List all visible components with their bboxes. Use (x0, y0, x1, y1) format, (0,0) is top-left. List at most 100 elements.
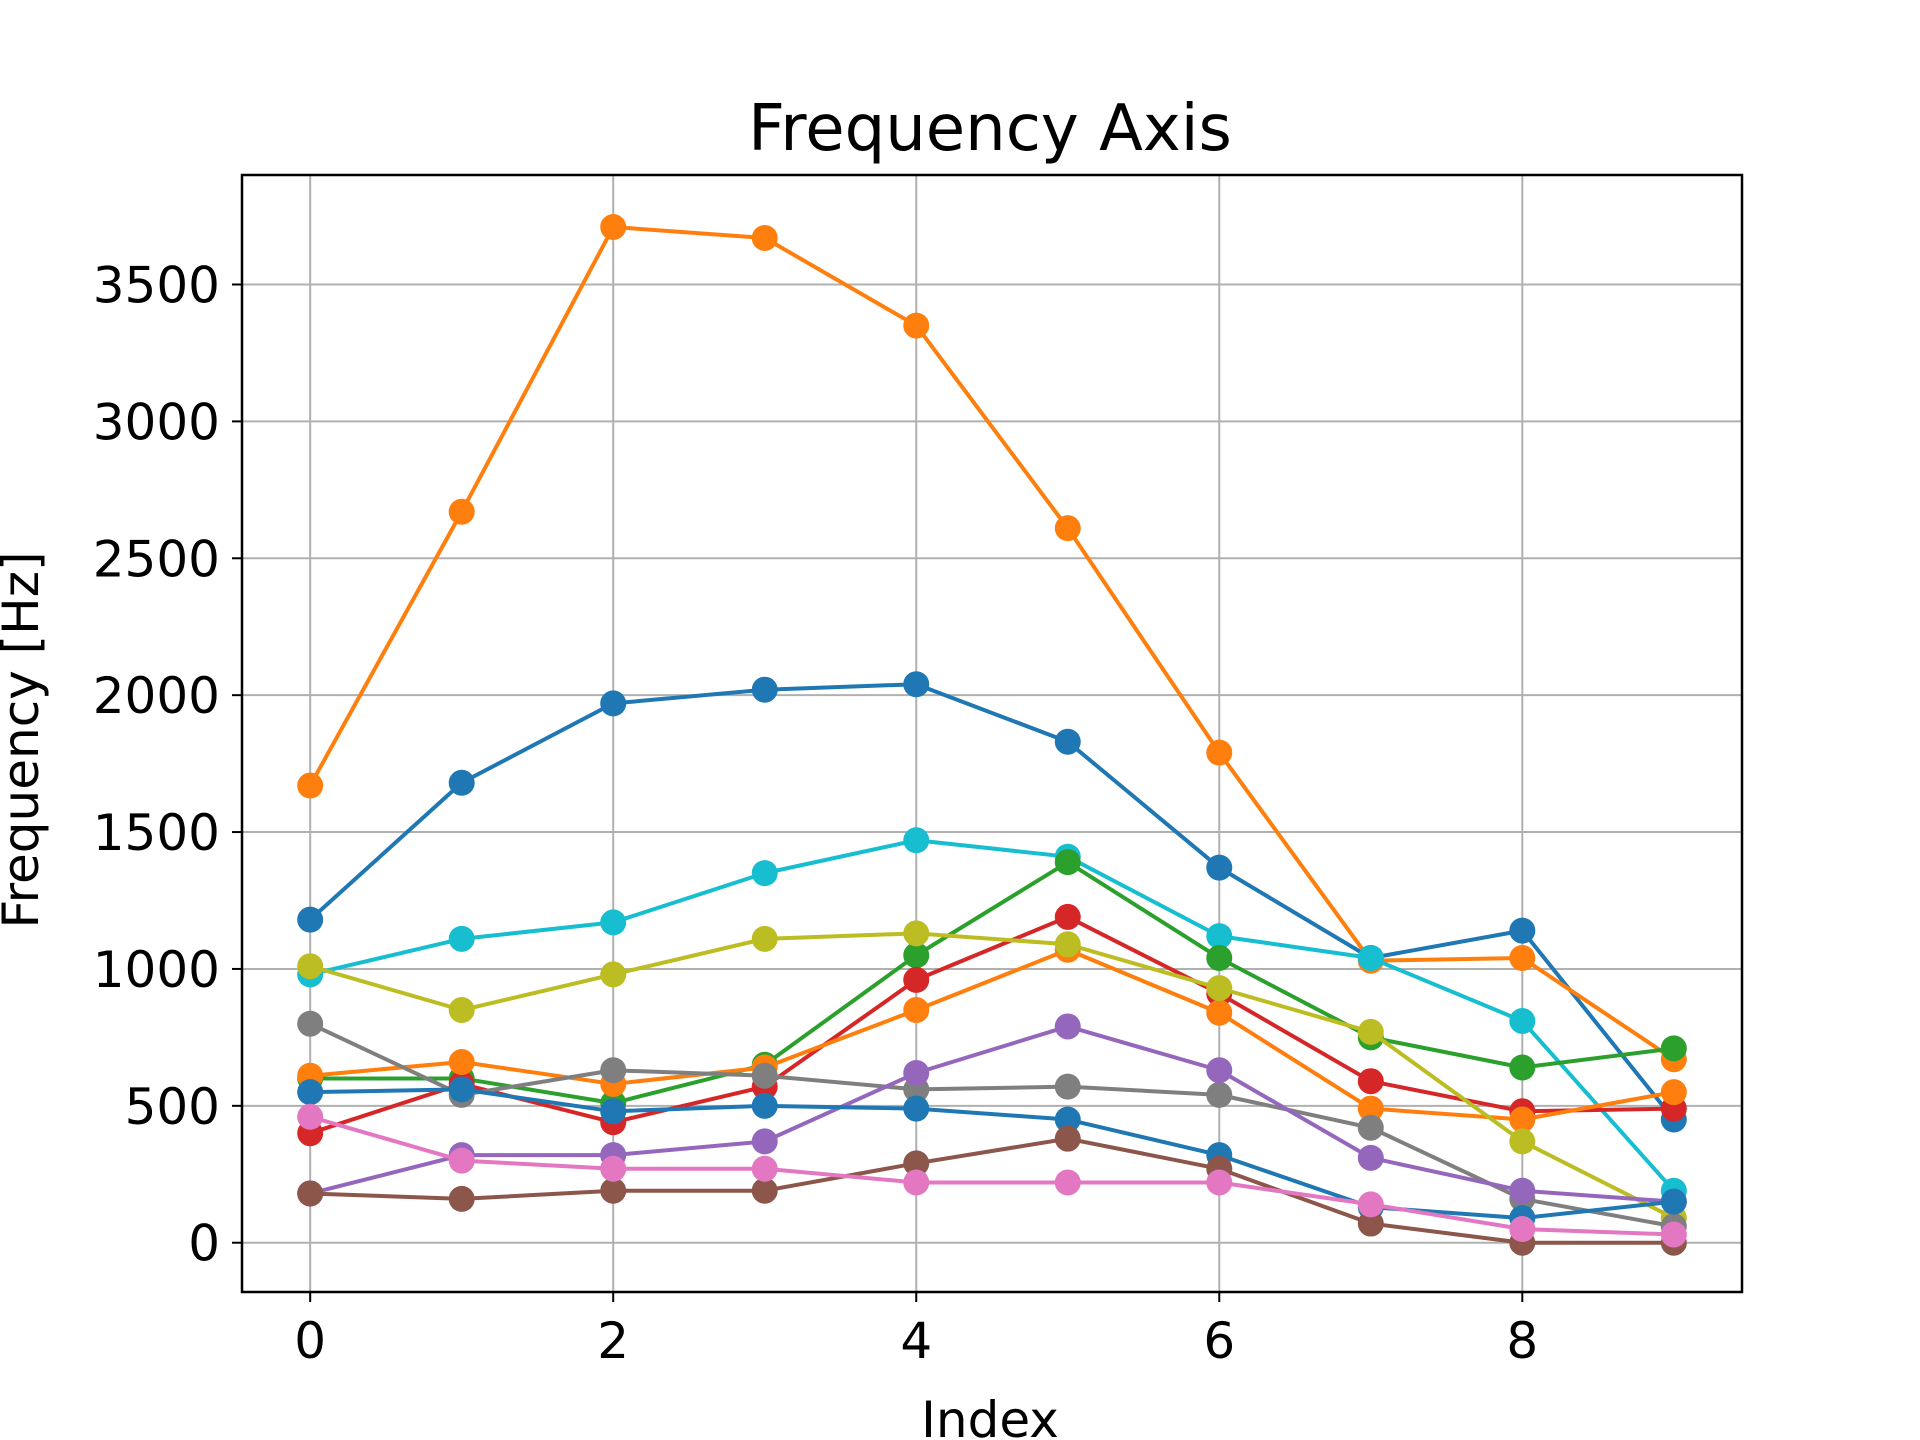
series-line (309, 838, 1676, 1193)
data-point (1054, 931, 1081, 958)
ticks: 0 2 4 6 8 0 500 1000 1500 2000 2500 3000 3500 (93, 257, 1538, 1370)
data-point (1206, 999, 1233, 1026)
data-point (1660, 1035, 1687, 1062)
data-point (751, 1092, 778, 1119)
series-layer (297, 214, 1687, 1256)
data-point (448, 1185, 475, 1212)
data-point (448, 1076, 475, 1103)
data-point (600, 1098, 627, 1125)
x-tick-label: 6 (1203, 1312, 1235, 1370)
data-point (448, 925, 475, 952)
data-point (297, 1103, 324, 1130)
data-point (1509, 917, 1536, 944)
plot-frame (240, 173, 1744, 1294)
data-point (600, 909, 627, 936)
data-point (1357, 1095, 1384, 1122)
data-point (751, 860, 778, 887)
data-point (1054, 903, 1081, 930)
data-point (903, 997, 930, 1024)
series-11 (297, 1103, 1687, 1248)
data-point (448, 1049, 475, 1076)
data-point (1206, 944, 1233, 971)
series-3 (297, 849, 1687, 1117)
series-line (309, 931, 1675, 1220)
data-point (297, 1180, 324, 1207)
data-point (1054, 728, 1081, 755)
data-point (1660, 1188, 1687, 1215)
y-tick-label: 2000 (93, 667, 220, 725)
y-tick-label: 3000 (93, 393, 220, 451)
series-line (310, 860, 1675, 1106)
y-tick-label: 2500 (93, 530, 220, 588)
data-point (297, 772, 324, 799)
data-point (448, 1147, 475, 1174)
data-point (1054, 1013, 1081, 1040)
data-point (448, 997, 475, 1024)
x-tick-label: 8 (1506, 1312, 1538, 1370)
data-point (751, 1155, 778, 1182)
data-point (600, 1057, 627, 1084)
data-point (1509, 1054, 1536, 1081)
series-line (308, 682, 1676, 1121)
data-point (448, 769, 475, 796)
data-point (1357, 1144, 1384, 1171)
x-tick-label: 2 (597, 1312, 629, 1370)
data-point (1509, 1177, 1536, 1204)
data-point (751, 676, 778, 703)
data-point (751, 224, 778, 251)
data-point (1357, 1210, 1384, 1237)
data-point (1509, 1007, 1536, 1034)
series-0 (297, 671, 1687, 1133)
data-point (1206, 1081, 1233, 1108)
data-point (1509, 1216, 1536, 1243)
series-1 (297, 214, 1687, 1073)
data-point (600, 1177, 627, 1204)
data-point (1054, 515, 1081, 542)
data-point (1054, 849, 1081, 876)
data-point (1206, 923, 1233, 950)
series-2 (297, 827, 1687, 1204)
data-point (600, 690, 627, 717)
series-line (310, 947, 1675, 1122)
data-point (903, 671, 930, 698)
series-7 (297, 1010, 1687, 1240)
x-tick-label: 4 (900, 1312, 932, 1370)
series-line (309, 914, 1674, 1136)
series-line (308, 225, 1675, 1061)
data-point (600, 214, 627, 241)
data-point (751, 1062, 778, 1089)
data-point (448, 498, 475, 525)
data-point (297, 1010, 324, 1037)
data-point (903, 312, 930, 339)
data-point (1206, 1057, 1233, 1084)
y-tick-label: 0 (188, 1215, 220, 1273)
data-point (297, 906, 324, 933)
data-point (903, 942, 930, 969)
y-tick-label: 500 (125, 1078, 220, 1136)
data-point (1206, 854, 1233, 881)
data-point (1660, 1079, 1687, 1106)
data-point (1054, 1169, 1081, 1196)
data-point (751, 1177, 778, 1204)
chart-title: Frequency Axis (748, 92, 1232, 166)
series-line (309, 1021, 1675, 1229)
data-point (903, 827, 930, 854)
grid (242, 175, 1742, 1292)
y-axis-label: Frequency [Hz] (0, 551, 50, 928)
data-point (1509, 1128, 1536, 1155)
data-point (1509, 1106, 1536, 1133)
data-point (903, 966, 930, 993)
y-tick-label: 3500 (93, 257, 220, 315)
data-point (903, 1095, 930, 1122)
data-point (903, 1169, 930, 1196)
series-line (309, 1114, 1674, 1237)
data-point (1509, 944, 1536, 971)
y-tick-label: 1500 (93, 804, 220, 862)
data-point (297, 1079, 324, 1106)
data-point (751, 1128, 778, 1155)
data-point (1206, 975, 1233, 1002)
data-point (1357, 1068, 1384, 1095)
data-point (600, 1155, 627, 1182)
